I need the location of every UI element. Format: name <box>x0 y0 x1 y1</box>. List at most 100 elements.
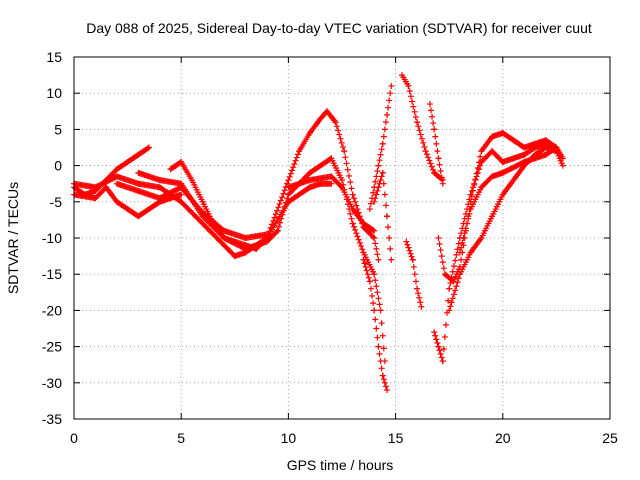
data-point <box>380 376 387 383</box>
data-point <box>438 354 445 361</box>
data-point <box>178 191 185 198</box>
data-point <box>144 145 151 152</box>
data-point <box>384 111 391 118</box>
data-point <box>445 297 452 304</box>
data-series-track-10 <box>371 169 395 263</box>
data-point <box>418 135 425 142</box>
data-point <box>440 346 447 353</box>
data-point <box>348 185 355 192</box>
data-point <box>369 233 376 240</box>
data-point <box>342 154 349 161</box>
data-point <box>270 217 277 224</box>
data-point <box>373 283 380 290</box>
data-point <box>417 131 424 138</box>
data-point <box>269 221 276 228</box>
data-point <box>372 316 379 323</box>
data-point <box>408 253 415 260</box>
data-point <box>434 339 441 346</box>
data-point <box>373 325 380 332</box>
data-point <box>364 271 371 278</box>
x-tick-label: 20 <box>495 430 511 446</box>
data-point <box>406 88 413 95</box>
data-point <box>294 151 301 158</box>
data-point <box>460 235 467 241</box>
data-point <box>378 320 385 327</box>
axes: 0 5 10 15 20 25 -35 -30 -25 -20 -15 -10 -5 0 5 10 15 <box>42 49 618 446</box>
data-point <box>427 160 434 167</box>
data-point <box>441 333 448 340</box>
data-point <box>420 139 427 146</box>
data-point <box>290 164 297 171</box>
data-point <box>461 230 468 237</box>
data-point <box>339 177 345 184</box>
y-tick-label: 5 <box>54 121 62 137</box>
data-point <box>377 177 384 184</box>
data-point <box>379 169 386 176</box>
data-point <box>376 301 383 308</box>
data-series-track-15 <box>435 130 560 285</box>
data-point <box>362 263 369 270</box>
y-tick-label: -5 <box>50 194 63 210</box>
data-point <box>374 168 381 175</box>
data-point <box>286 173 293 180</box>
data-point <box>437 350 444 357</box>
data-point <box>328 180 335 187</box>
data-point <box>358 243 365 250</box>
x-tick-label: 25 <box>602 430 618 446</box>
data-point <box>454 279 461 286</box>
data-point <box>429 113 436 120</box>
data-point <box>359 246 366 253</box>
data-point <box>465 215 472 222</box>
data-point <box>436 347 443 354</box>
data-point <box>387 245 394 252</box>
data-point <box>350 223 357 230</box>
y-tick-label: -20 <box>42 302 62 318</box>
data-point <box>375 162 382 169</box>
data-point <box>412 113 419 120</box>
data-point <box>422 148 429 155</box>
data-point <box>371 271 378 278</box>
data-point <box>366 278 373 285</box>
data-point <box>343 160 350 167</box>
data-point <box>435 343 442 350</box>
data-point <box>431 329 438 336</box>
data-point <box>375 343 382 350</box>
data-point <box>366 206 373 213</box>
data-point <box>455 275 462 282</box>
data-point <box>287 170 294 177</box>
data-series-track-9 <box>360 256 391 394</box>
data-point <box>449 295 456 302</box>
data-point <box>416 294 423 301</box>
data-point <box>363 267 370 274</box>
y-tick-label: 15 <box>46 49 62 65</box>
data-point <box>434 148 441 155</box>
data-point <box>437 247 444 254</box>
data-series-track-7 <box>285 173 378 234</box>
data-point <box>273 228 280 235</box>
y-tick-label: -25 <box>42 339 62 355</box>
data-point <box>438 253 445 260</box>
data-series-track-13 <box>426 101 446 187</box>
data-point <box>373 191 380 198</box>
data-point <box>375 256 382 263</box>
data-series-track-16 <box>446 144 566 314</box>
grid <box>74 57 610 419</box>
data-point <box>454 246 461 253</box>
data-point <box>380 345 387 352</box>
data-point <box>370 189 377 196</box>
data-point <box>272 211 279 218</box>
data-point <box>436 161 443 168</box>
data-point <box>283 199 290 206</box>
data-point <box>381 126 388 133</box>
data-point <box>280 190 287 197</box>
data-point <box>472 176 479 183</box>
data-point <box>453 283 460 290</box>
chart-title: Day 088 of 2025, Sidereal Day-to-day VTE… <box>86 20 592 36</box>
data-point <box>292 157 299 164</box>
data-point <box>281 187 288 194</box>
data-point <box>375 295 382 302</box>
data-point <box>462 225 469 232</box>
data-point <box>372 240 379 247</box>
data-point <box>353 202 360 209</box>
